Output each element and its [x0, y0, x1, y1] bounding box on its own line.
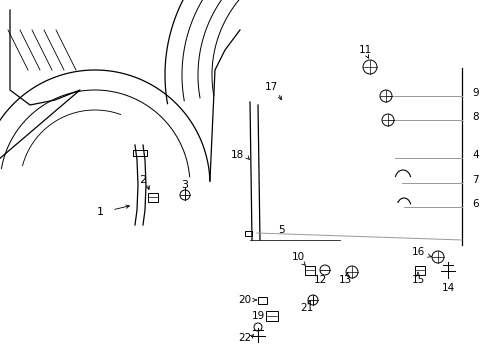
- Text: 12: 12: [313, 275, 326, 285]
- Text: 8: 8: [471, 112, 478, 122]
- Text: 7: 7: [471, 175, 478, 185]
- Bar: [265, 311, 278, 321]
- Text: 22: 22: [238, 333, 251, 343]
- Text: 21: 21: [300, 303, 313, 313]
- Bar: [305, 266, 314, 274]
- Text: 3: 3: [181, 180, 188, 190]
- Text: 13: 13: [338, 275, 351, 285]
- Text: 5: 5: [278, 225, 284, 235]
- Text: 1: 1: [96, 207, 103, 217]
- Bar: [257, 297, 266, 303]
- Text: 9: 9: [471, 88, 478, 98]
- Bar: [244, 230, 251, 235]
- Text: 16: 16: [410, 247, 424, 257]
- Text: 18: 18: [230, 150, 243, 160]
- Bar: [414, 266, 424, 274]
- Text: 2: 2: [139, 175, 146, 185]
- Text: 14: 14: [441, 283, 454, 293]
- Bar: [148, 193, 158, 202]
- Text: 10: 10: [291, 252, 304, 262]
- Text: 6: 6: [471, 199, 478, 209]
- Text: 4: 4: [471, 150, 478, 160]
- Text: 20: 20: [238, 295, 251, 305]
- Text: 15: 15: [410, 275, 424, 285]
- Text: 11: 11: [358, 45, 371, 55]
- Text: 19: 19: [251, 311, 264, 321]
- Text: 17: 17: [264, 82, 277, 92]
